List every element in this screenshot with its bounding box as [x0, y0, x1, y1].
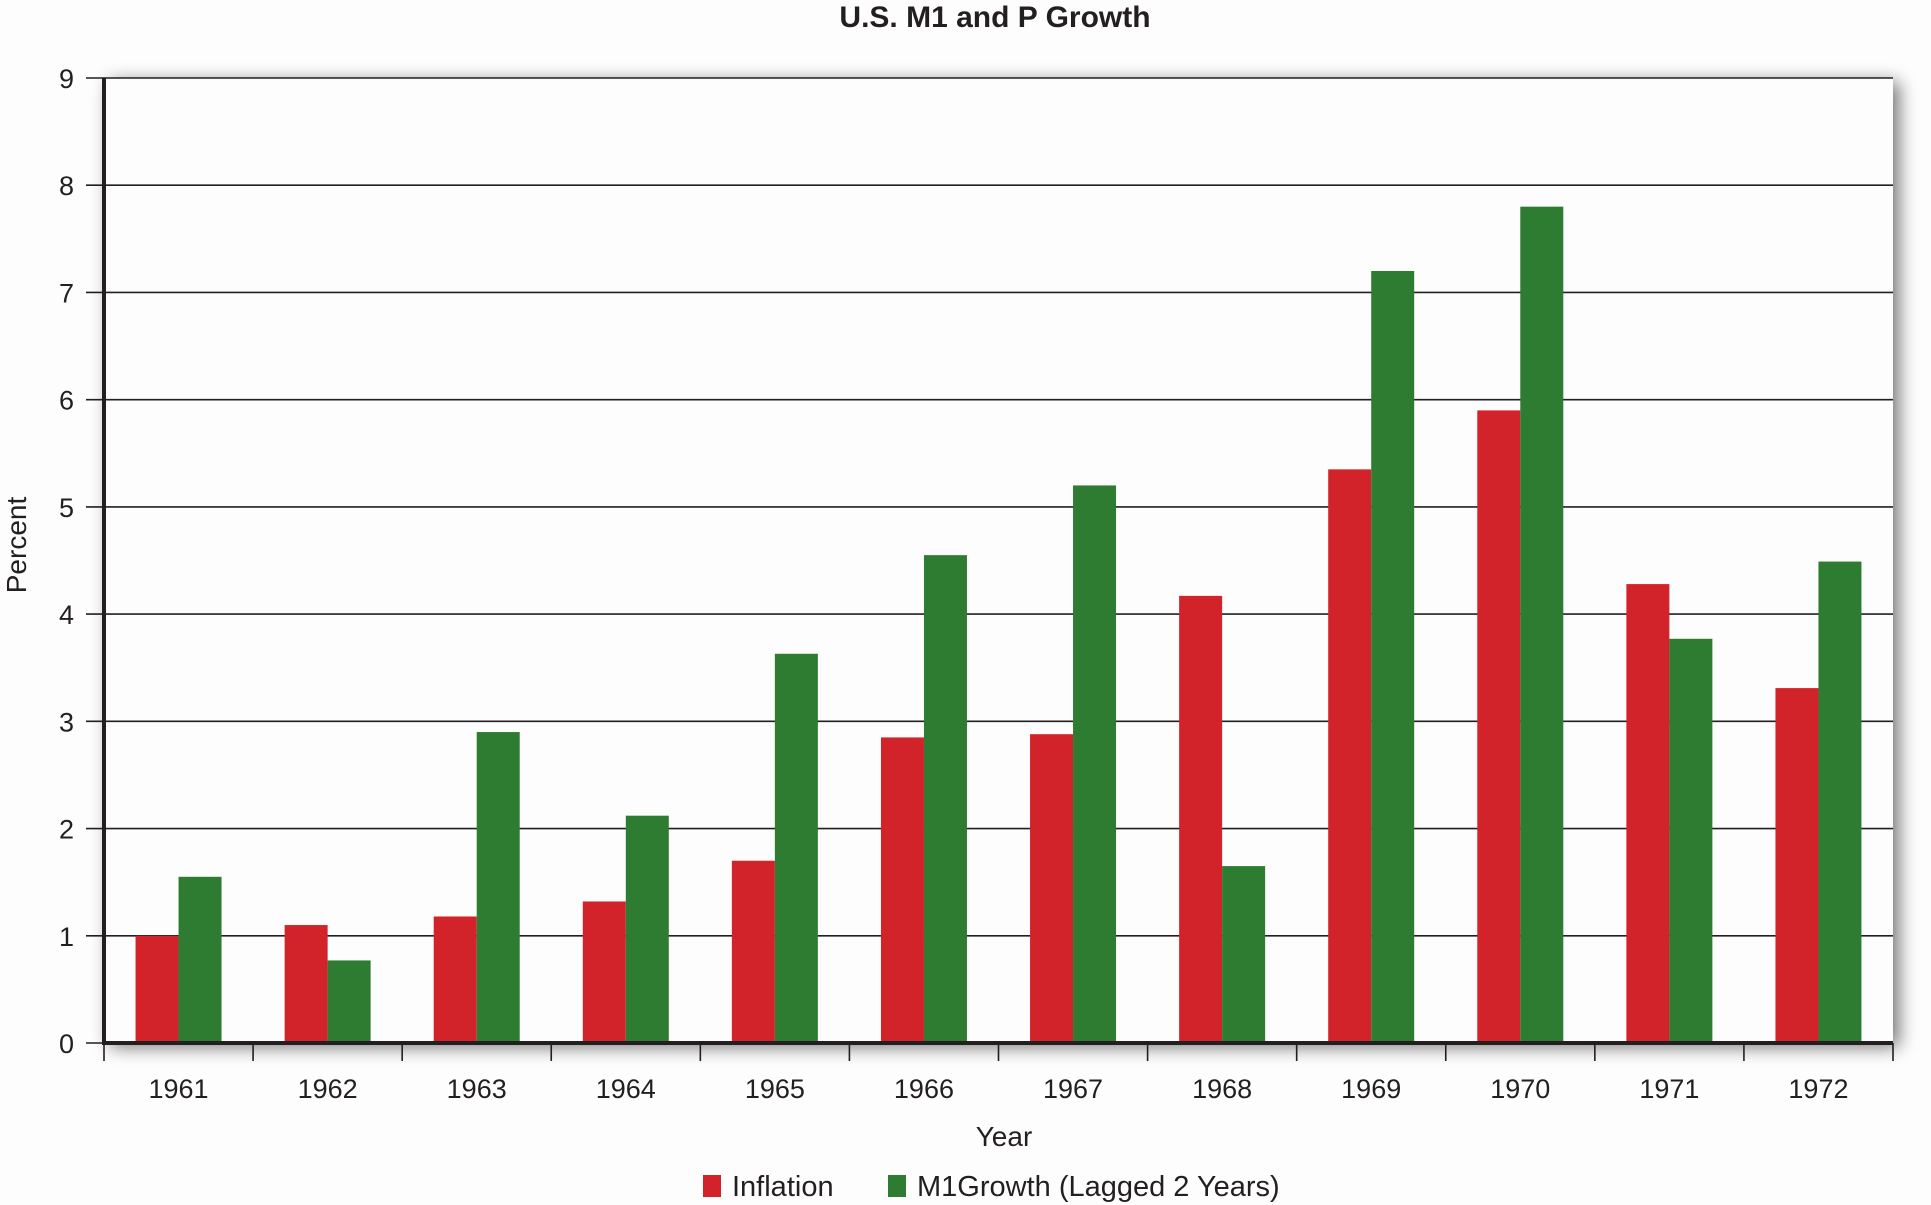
bar-m1growth-1968 [1222, 866, 1266, 1043]
x-tick-label: 1969 [1341, 1074, 1401, 1104]
y-tick-label: 5 [59, 493, 74, 523]
legend-swatch-inflation [703, 1175, 721, 1197]
bar-inflation-1966 [880, 737, 924, 1043]
bars [135, 206, 1862, 1044]
x-tick-labels: 1961 1962 1963 1964 1965 1966 1967 1968 1969 1970… [149, 1074, 1849, 1104]
bar-inflation-1971 [1626, 584, 1670, 1043]
bar-inflation-1965 [731, 860, 775, 1043]
y-axis-label: Percent [1, 497, 32, 594]
bar-inflation-1972 [1775, 688, 1819, 1043]
bar-inflation-1970 [1477, 410, 1521, 1043]
gridlines [104, 77, 1893, 937]
x-tick-label: 1961 [149, 1074, 209, 1104]
y-tick-label: 0 [59, 1029, 74, 1059]
x-tick-label: 1972 [1788, 1074, 1848, 1104]
bar-inflation-1964 [582, 901, 626, 1043]
y-tick-label: 8 [59, 171, 74, 201]
x-tick-marks [103, 1043, 1894, 1061]
legend-swatch-m1growth [888, 1175, 906, 1197]
x-tick-label: 1965 [745, 1074, 805, 1104]
bar-m1growth-1962 [327, 960, 371, 1043]
bar-m1growth-1972 [1818, 561, 1862, 1043]
x-tick-label: 1962 [298, 1074, 358, 1104]
bar-m1growth-1964 [625, 815, 669, 1043]
bar-m1growth-1966 [923, 555, 967, 1043]
chart-title: U.S. M1 and P Growth [839, 1, 1150, 34]
y-tick-label: 7 [59, 278, 74, 308]
bar-m1growth-1971 [1669, 638, 1713, 1043]
x-tick-label: 1966 [894, 1074, 954, 1104]
bar-m1growth-1967 [1073, 485, 1117, 1043]
bar-inflation-1961 [135, 935, 179, 1043]
y-tick-label: 6 [59, 386, 74, 416]
bar-inflation-1962 [284, 925, 328, 1043]
x-tick-label: 1971 [1639, 1074, 1699, 1104]
x-axis-label: Year [976, 1121, 1033, 1152]
legend-label-inflation: Inflation [732, 1171, 834, 1203]
x-tick-label: 1963 [447, 1074, 507, 1104]
y-tick-label: 1 [59, 922, 74, 952]
legend-label-m1growth: M1Growth (Lagged 2 Years) [917, 1171, 1280, 1203]
x-tick-label: 1964 [596, 1074, 656, 1104]
bar-m1growth-1961 [178, 876, 222, 1043]
y-tick-label: 3 [59, 707, 74, 737]
x-tick-label: 1968 [1192, 1074, 1252, 1104]
y-tick-label: 9 [59, 64, 74, 94]
y-tick-marks [86, 77, 104, 1044]
y-tick-label: 4 [59, 600, 74, 630]
x-tick-label: 1967 [1043, 1074, 1103, 1104]
bar-m1growth-1970 [1520, 206, 1564, 1043]
x-tick-label: 1970 [1490, 1074, 1550, 1104]
y-tick-labels: 0 1 2 3 4 5 6 7 8 9 [59, 64, 74, 1059]
legend: Inflation M1Growth (Lagged 2 Years) [703, 1171, 1280, 1203]
bar-inflation-1969 [1328, 469, 1372, 1044]
plot-area [104, 78, 1893, 1043]
bar-inflation-1963 [433, 916, 477, 1043]
bar-inflation-1967 [1030, 734, 1074, 1043]
bar-m1growth-1963 [476, 732, 520, 1043]
bar-inflation-1968 [1179, 595, 1223, 1043]
bar-m1growth-1965 [774, 653, 818, 1043]
y-tick-label: 2 [59, 815, 74, 845]
bar-m1growth-1969 [1371, 271, 1415, 1043]
